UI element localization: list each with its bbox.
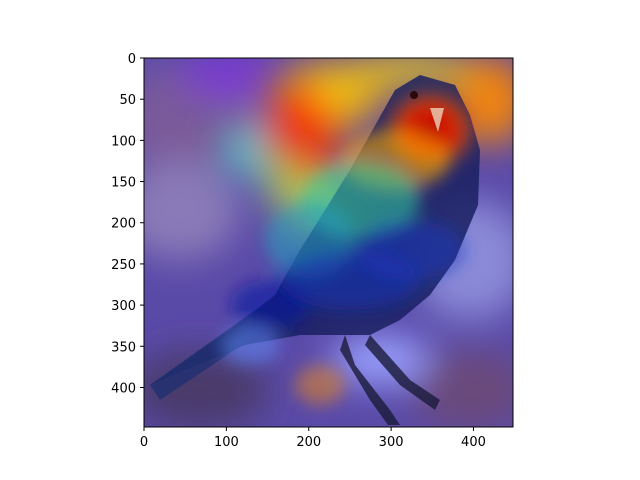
x-tick-label: 200	[296, 435, 321, 450]
y-tick-label: 0	[128, 52, 136, 67]
y-tick-label: 50	[119, 93, 136, 108]
x-tick-label: 400	[461, 435, 486, 450]
x-tick-label: 300	[379, 435, 404, 450]
y-tick-label: 250	[111, 258, 136, 273]
y-tick-label: 350	[111, 340, 136, 355]
y-tick-label: 300	[111, 299, 136, 314]
axis-ticks: 0 100 200 300 400 0 50 100 150 200 250 300 350 400	[111, 52, 486, 450]
y-tick-label: 100	[111, 134, 136, 149]
heatmap-image	[144, 58, 513, 427]
y-tick-label: 200	[111, 217, 136, 232]
x-tick-label: 100	[214, 435, 239, 450]
y-tick-label: 400	[111, 381, 136, 396]
x-tick-label: 0	[140, 435, 148, 450]
plot-frame	[143, 57, 514, 428]
y-tick-label: 150	[111, 176, 136, 191]
